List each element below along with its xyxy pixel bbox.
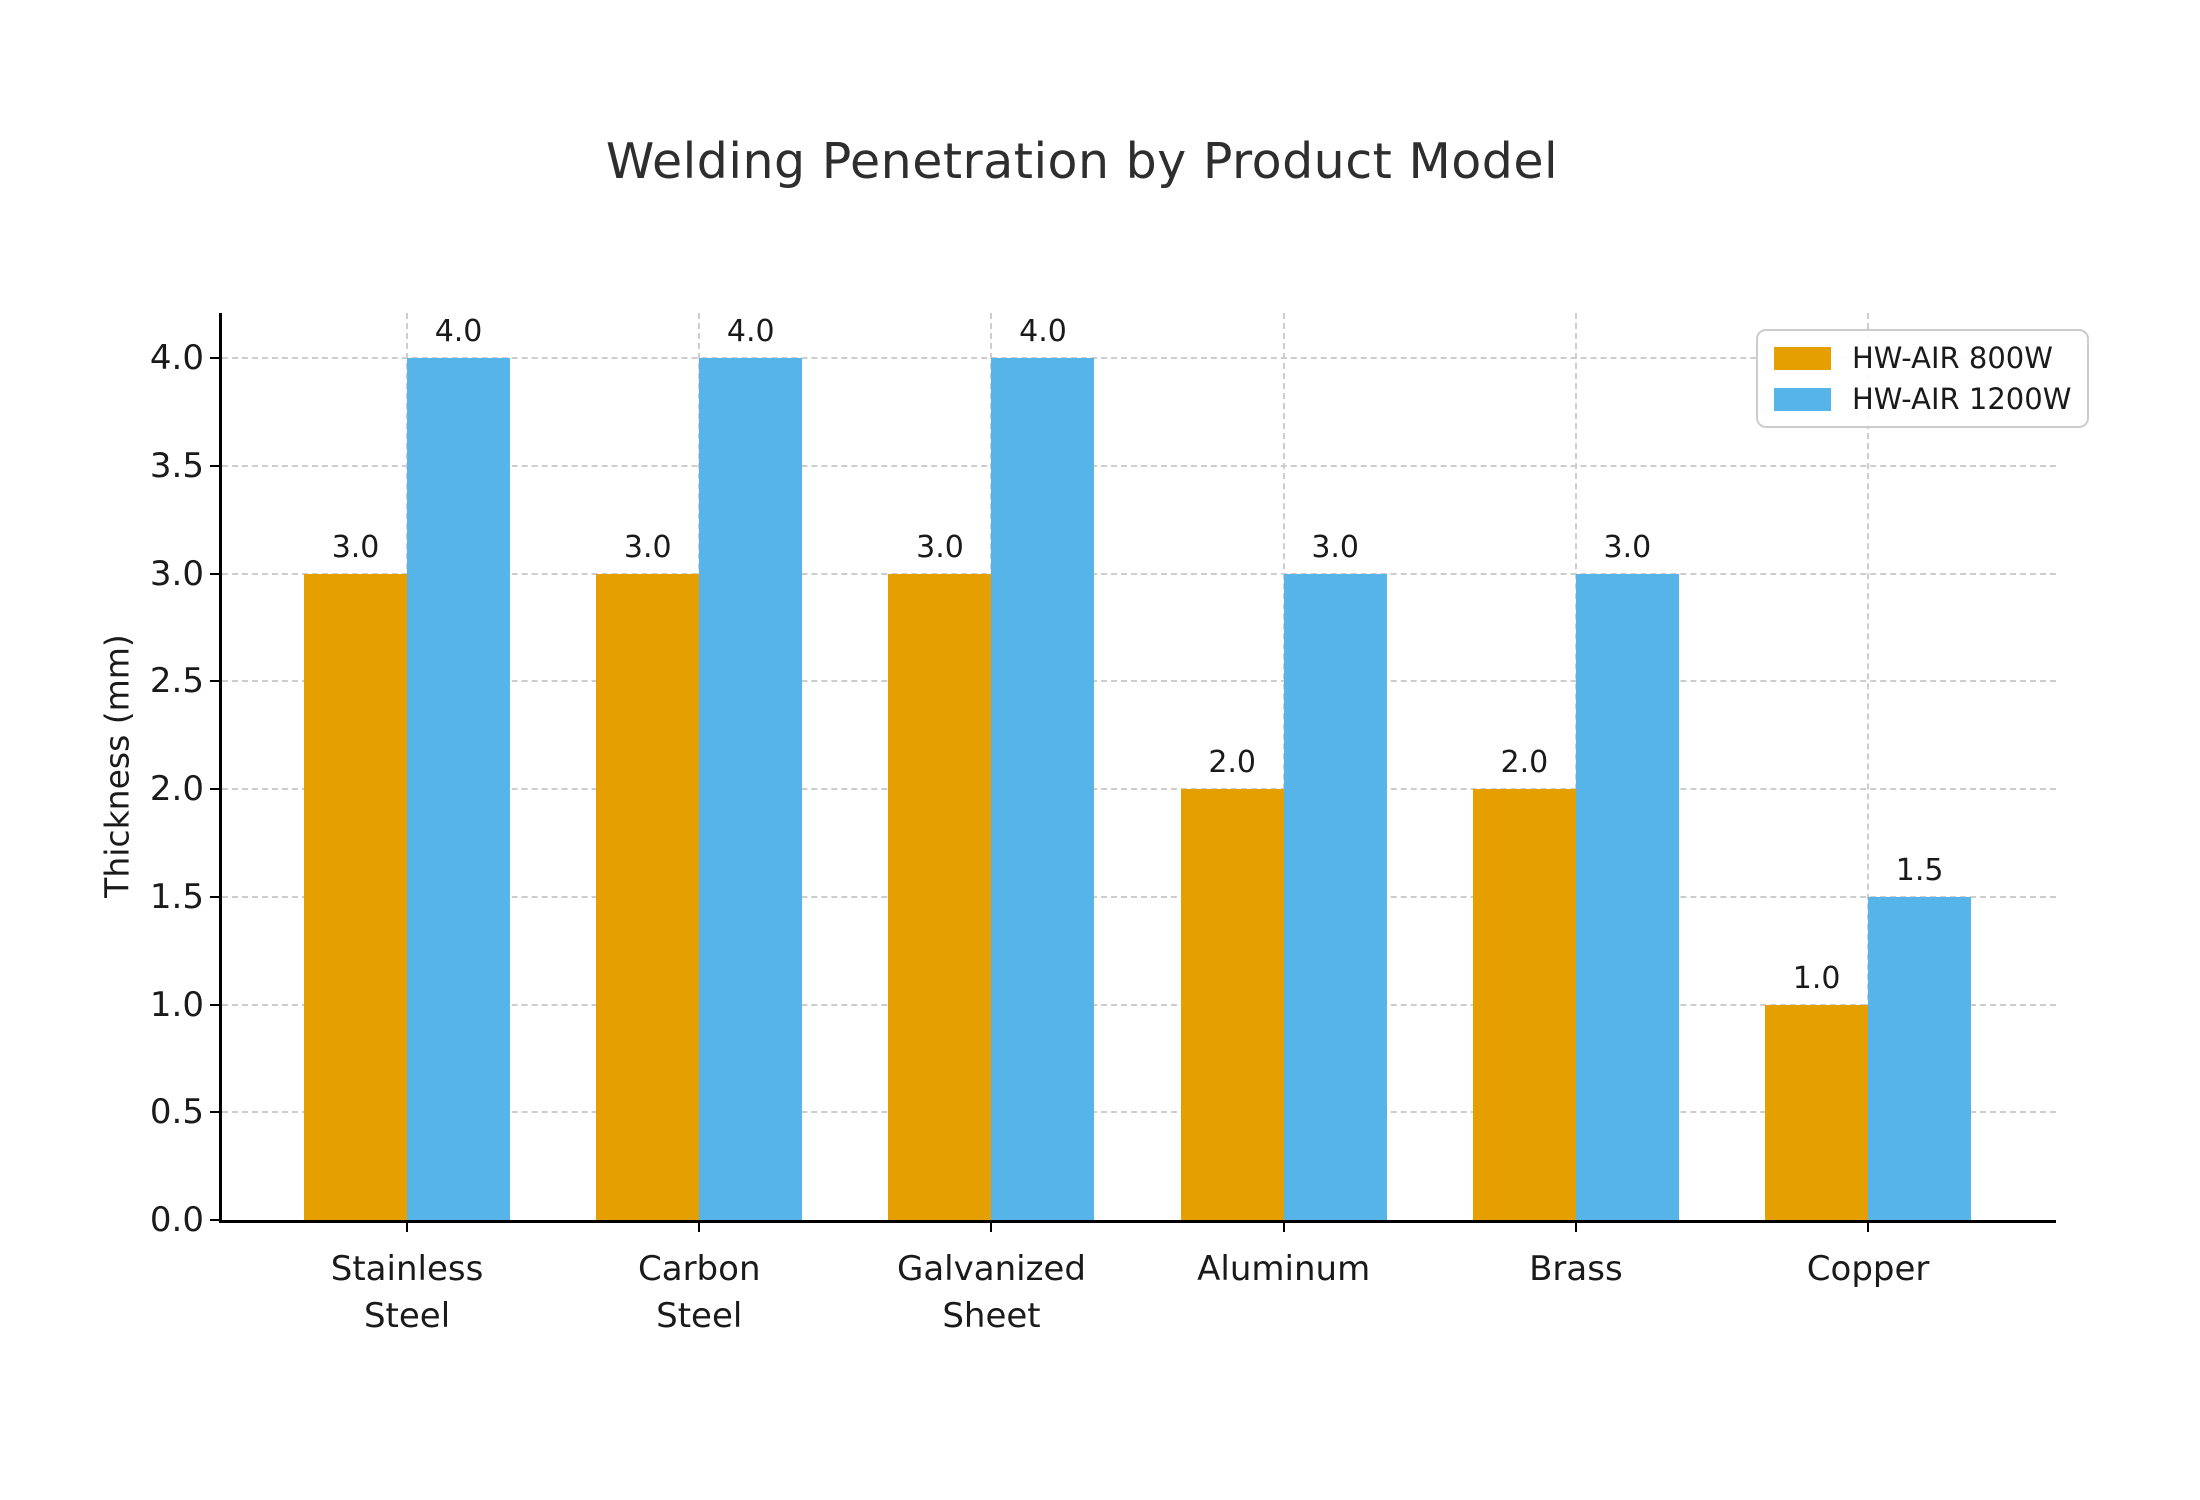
bar-value-label: 3.0: [1311, 529, 1360, 565]
legend-swatch: [1774, 346, 1831, 370]
bar-value-label: 3.0: [916, 529, 964, 565]
y-tick-mark: [210, 895, 219, 898]
bar-value-label: 3.0: [623, 529, 672, 565]
bar-value-label: 4.0: [726, 314, 775, 350]
x-tick-label-line: Steel: [656, 1295, 743, 1336]
y-tick-label: 4.0: [149, 338, 204, 379]
x-tick-label-line: Galvanized: [897, 1249, 1086, 1289]
x-tick-label-stainless-steel: Stainless Steel: [331, 1246, 484, 1340]
horizontal-gridline: [222, 357, 2056, 360]
bar-hw-air-800w-stainless-steel: [304, 573, 408, 1220]
y-tick-label: 2.0: [149, 769, 204, 810]
x-tick-label-line: Copper: [1806, 1249, 1930, 1289]
bar-value-label: 3.0: [331, 529, 380, 565]
bar-value-label: 1.5: [1895, 852, 1944, 888]
y-axis-spine: [219, 313, 222, 1223]
bar-hw-air-1200w-copper: [1868, 896, 1972, 1220]
x-axis-spine: [219, 1220, 2056, 1223]
chart-title: Welding Penetration by Product Model: [605, 133, 1559, 190]
horizontal-gridline: [222, 895, 2056, 898]
horizontal-gridline: [222, 788, 2056, 791]
bar-hw-air-800w-carbon-steel: [596, 573, 700, 1220]
bar-hw-air-800w-aluminum: [1180, 789, 1284, 1220]
bar-value-label: 2.0: [1208, 745, 1257, 781]
y-tick-label: 0.5: [149, 1092, 204, 1133]
bar-hw-air-800w-brass: [1472, 789, 1576, 1220]
horizontal-gridline: [222, 572, 2056, 575]
x-tick-label-copper: Copper: [1807, 1246, 1930, 1293]
bar-value-label: 1.0: [1792, 960, 1841, 996]
bar-hw-air-800w-copper: [1765, 1004, 1869, 1220]
bar-hw-air-1200w-aluminum: [1283, 573, 1387, 1220]
x-tick-label-line: Sheet: [942, 1295, 1041, 1336]
x-tick-label-line: Aluminum: [1197, 1249, 1371, 1289]
bar-hw-air-1200w-stainless-steel: [407, 358, 511, 1220]
bar-hw-air-800w-galvanized-sheet: [888, 573, 992, 1220]
y-tick-mark: [210, 464, 219, 467]
x-tick-mark: [1867, 1223, 1870, 1232]
x-tick-mark: [1282, 1223, 1285, 1232]
horizontal-gridline: [222, 1003, 2056, 1006]
bar-hw-air-1200w-galvanized-sheet: [991, 358, 1095, 1220]
y-tick-label: 1.0: [149, 984, 204, 1025]
y-tick-label: 3.5: [149, 445, 204, 486]
x-tick-label-carbon-steel: Carbon Steel: [638, 1246, 761, 1340]
y-tick-label: 2.5: [149, 661, 204, 702]
bar-value-label: 2.0: [1500, 745, 1549, 781]
bar-value-label: 4.0: [1019, 314, 1067, 350]
x-tick-mark: [698, 1223, 701, 1232]
x-tick-label-line: Stainless: [330, 1249, 484, 1289]
x-tick-label-aluminum: Aluminum: [1197, 1246, 1370, 1293]
y-tick-label: 1.5: [149, 876, 204, 917]
y-tick-mark: [210, 1111, 219, 1114]
bar-hw-air-1200w-carbon-steel: [699, 358, 803, 1220]
y-tick-mark: [210, 1003, 219, 1006]
legend-swatch: [1774, 387, 1831, 411]
bar-value-label: 3.0: [1603, 529, 1652, 565]
y-tick-mark: [210, 680, 219, 683]
x-tick-label-line: Brass: [1529, 1249, 1623, 1289]
horizontal-gridline: [222, 1111, 2056, 1114]
horizontal-gridline: [222, 680, 2056, 683]
vertical-gridline: [1867, 313, 1870, 1220]
bar-hw-air-1200w-brass: [1575, 573, 1679, 1220]
x-tick-label-galvanized-sheet: Galvanized Sheet: [897, 1246, 1086, 1340]
legend: HW-AIR 800W HW-AIR 1200W: [1756, 329, 2090, 428]
horizontal-gridline: [222, 464, 2056, 467]
y-tick-label: 3.0: [149, 553, 204, 594]
x-tick-mark: [406, 1223, 409, 1232]
x-tick-mark: [990, 1223, 993, 1232]
y-tick-mark: [210, 572, 219, 575]
y-tick-mark: [210, 788, 219, 791]
legend-item-hw-air-1200w: HW-AIR 1200W: [1774, 382, 2071, 416]
legend-item-label: HW-AIR 800W: [1852, 341, 2053, 375]
x-tick-label-line: Carbon: [638, 1249, 761, 1289]
y-tick-mark: [210, 357, 219, 360]
legend-item-hw-air-800w: HW-AIR 800W: [1774, 341, 2071, 375]
legend-item-label: HW-AIR 1200W: [1852, 382, 2072, 416]
x-tick-label-brass: Brass: [1529, 1246, 1623, 1293]
bar-value-label: 4.0: [434, 314, 483, 350]
x-tick-label-line: Steel: [363, 1295, 451, 1336]
plot-area: 3.0 3.0 3.0 2.0 2.0 1.0 4.0 4.0 4.0 3.0 3.0 1.5: [222, 313, 2056, 1220]
x-tick-mark: [1574, 1223, 1577, 1232]
y-tick-label: 0.0: [149, 1200, 204, 1240]
y-tick-mark: [210, 1219, 219, 1221]
